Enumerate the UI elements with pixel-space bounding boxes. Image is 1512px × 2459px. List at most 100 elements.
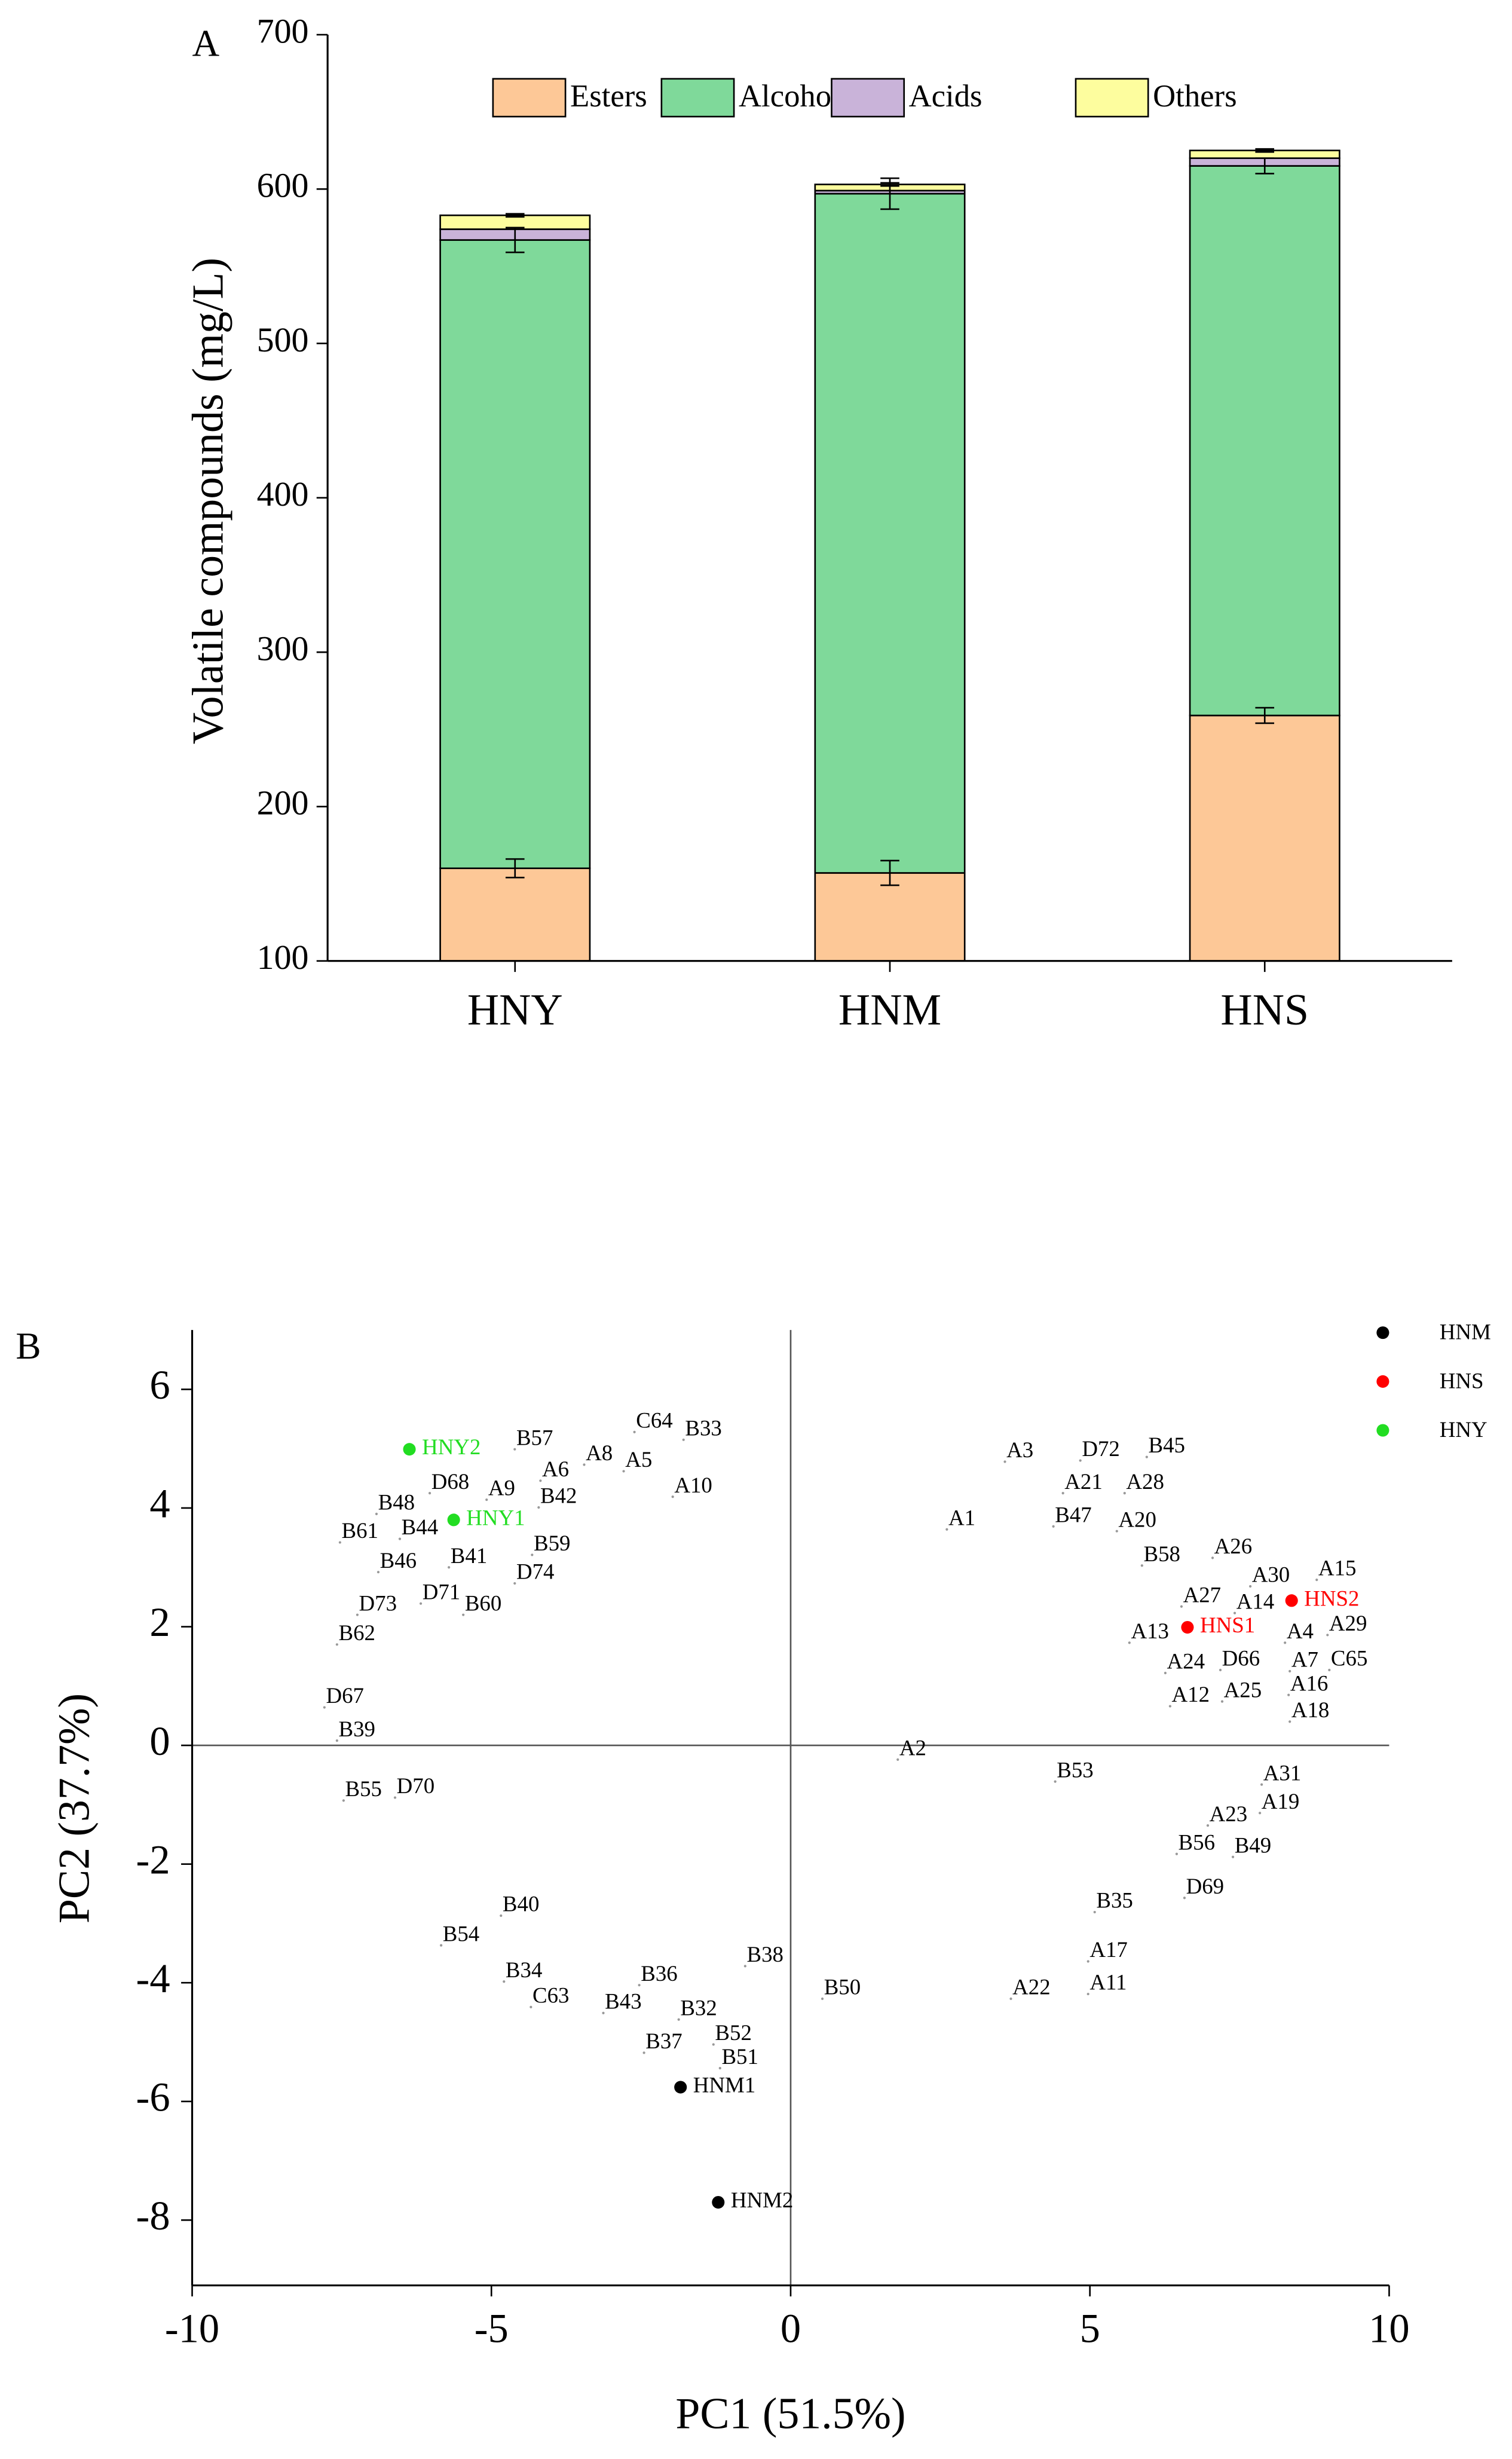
legend-label: Esters <box>570 79 647 114</box>
loading-label: C64 <box>636 1408 672 1433</box>
loading-label: A5 <box>625 1447 652 1472</box>
loading-label: B36 <box>641 1961 677 1986</box>
loading-point <box>1219 1668 1222 1672</box>
loading-point <box>896 1758 899 1761</box>
sample-point <box>403 1443 416 1456</box>
loading-point <box>398 1537 402 1540</box>
loading-point <box>500 1914 503 1917</box>
loading-label: A2 <box>899 1736 926 1760</box>
legend-swatch <box>831 78 905 118</box>
loading-label: D69 <box>1186 1874 1225 1898</box>
panel-label: A <box>192 23 220 65</box>
loading-label: B61 <box>342 1518 378 1543</box>
x-tick-label: HNS <box>1220 985 1309 1034</box>
loading-point <box>1115 1530 1118 1533</box>
loading-label: B60 <box>465 1591 501 1615</box>
loading-label: A29 <box>1329 1611 1367 1635</box>
loading-label: B38 <box>747 1942 783 1966</box>
y-tick-label: 400 <box>257 475 309 513</box>
loading-label: B43 <box>605 1989 641 2013</box>
loading-point <box>1326 1634 1329 1637</box>
y-tick-label: 4 <box>149 1481 170 1527</box>
x-tick-label: 0 <box>781 2305 801 2351</box>
error-bar <box>505 213 525 218</box>
loading-label: B55 <box>345 1776 382 1801</box>
loading-label: A18 <box>1291 1698 1330 1722</box>
loading-label: A3 <box>1006 1438 1033 1462</box>
loading-point <box>821 1997 824 2001</box>
loading-label: B50 <box>824 1975 861 1999</box>
sample-label: HNY1 <box>466 1505 525 1530</box>
loading-point <box>375 1512 378 1516</box>
loading-label: A30 <box>1252 1562 1290 1587</box>
error-bar <box>505 858 525 879</box>
loading-point <box>638 1984 641 1987</box>
loading-point <box>583 1463 586 1466</box>
y-tick-label: -2 <box>136 1837 170 1882</box>
loading-label: A20 <box>1118 1507 1156 1531</box>
loading-label: B37 <box>645 2029 682 2053</box>
sample-label: HNM1 <box>693 2072 755 2097</box>
loading-point <box>712 2043 715 2046</box>
loading-point <box>440 1944 443 1947</box>
loading-point <box>1248 1585 1252 1588</box>
loading-point <box>1180 1605 1183 1608</box>
loading-label: B40 <box>503 1892 539 1916</box>
loading-label: A12 <box>1172 1682 1210 1706</box>
legend-marker <box>1376 1375 1389 1388</box>
loading-label: D68 <box>431 1469 470 1494</box>
y-tick-label: 300 <box>257 629 309 668</box>
loading-label: D74 <box>516 1559 555 1584</box>
loading-label: B52 <box>715 2020 751 2045</box>
loading-point <box>1288 1720 1291 1723</box>
legend-label: HNS <box>1440 1368 1484 1393</box>
loading-label: A4 <box>1287 1619 1314 1643</box>
loading-label: A25 <box>1224 1677 1262 1702</box>
loading-label: A10 <box>674 1473 712 1497</box>
y-tick-label: -4 <box>136 1956 170 2001</box>
loading-label: B62 <box>339 1620 375 1645</box>
loading-label: A8 <box>586 1440 613 1465</box>
loading-label: B48 <box>378 1490 415 1515</box>
loading-point <box>462 1613 465 1616</box>
loading-label: D70 <box>397 1773 435 1798</box>
loading-point <box>1009 1997 1012 2001</box>
error-bar <box>880 182 899 187</box>
loading-point <box>539 1479 542 1482</box>
legend-label: HNM <box>1440 1320 1491 1344</box>
loading-label: A28 <box>1126 1469 1164 1494</box>
loading-point <box>642 2051 645 2054</box>
loading-label: A7 <box>1291 1647 1318 1672</box>
loading-point <box>1315 1578 1318 1582</box>
y-tick-label: 2 <box>149 1599 170 1645</box>
loading-point <box>1086 1992 1089 1996</box>
y-tick-label: 6 <box>149 1362 170 1408</box>
loading-label: A27 <box>1183 1582 1222 1607</box>
loading-label: A13 <box>1131 1619 1169 1643</box>
legend-swatch <box>492 78 567 118</box>
loading-point <box>342 1799 345 1802</box>
loading-label: B32 <box>680 1995 717 2020</box>
loading-point <box>1128 1641 1131 1644</box>
loading-point <box>1231 1855 1235 1858</box>
loading-point <box>622 1470 625 1473</box>
loading-label: B41 <box>451 1543 487 1568</box>
loading-label: A22 <box>1012 1975 1051 1999</box>
loading-label: B57 <box>516 1425 553 1449</box>
sample-point <box>712 2195 725 2209</box>
loading-point <box>537 1506 540 1509</box>
loading-label: B56 <box>1179 1830 1215 1854</box>
loading-label: B58 <box>1143 1542 1180 1566</box>
y-tick-label: 500 <box>257 320 309 359</box>
legend-label: HNY <box>1440 1417 1487 1442</box>
error-bar <box>880 860 899 886</box>
bar-segment <box>1189 714 1340 962</box>
legend-label: Others <box>1153 79 1236 114</box>
legend-marker <box>1376 1326 1389 1339</box>
y-tick-label: 0 <box>149 1718 170 1764</box>
sample-point <box>1181 1620 1194 1634</box>
loading-point <box>633 1430 636 1434</box>
bar-segment <box>439 867 591 962</box>
loading-label: B35 <box>1096 1888 1133 1913</box>
loading-point <box>335 1739 338 1742</box>
